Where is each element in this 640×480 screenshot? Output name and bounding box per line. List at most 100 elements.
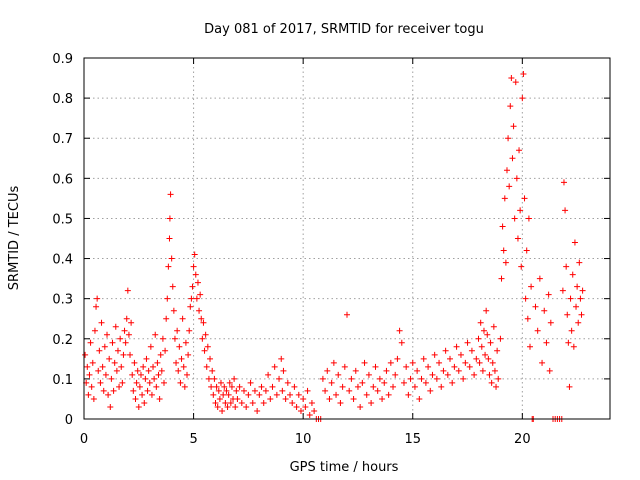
data-point: [273, 391, 280, 398]
data-point: [189, 283, 196, 290]
data-point: [178, 355, 185, 362]
data-point: [146, 379, 153, 386]
data-point: [254, 407, 261, 414]
data-point: [487, 339, 494, 346]
data-point: [363, 391, 370, 398]
data-point: [165, 263, 172, 270]
data-point: [302, 403, 309, 410]
data-point: [166, 235, 173, 242]
data-point: [383, 367, 390, 374]
data-point: [562, 207, 569, 214]
data-point: [503, 167, 510, 174]
data-point: [199, 335, 206, 342]
data-point: [192, 271, 199, 278]
data-point: [359, 379, 366, 386]
y-tick-label: 0.9: [52, 52, 73, 67]
data-point: [493, 383, 500, 390]
data-point: [545, 291, 552, 298]
data-point: [324, 367, 331, 374]
data-point: [506, 183, 513, 190]
y-axis-label: SRMTID / TECUs: [7, 186, 22, 291]
data-point: [137, 371, 144, 378]
data-point: [396, 327, 403, 334]
data-point: [150, 363, 157, 370]
data-point: [227, 399, 234, 406]
data-point: [216, 395, 223, 402]
data-point: [141, 399, 148, 406]
data-point: [233, 387, 240, 394]
data-point: [414, 367, 421, 374]
data-point: [565, 339, 572, 346]
data-point: [260, 399, 267, 406]
data-point: [522, 295, 529, 302]
data-point: [164, 295, 171, 302]
data-point: [174, 327, 181, 334]
data-point: [130, 387, 137, 394]
data-point: [132, 395, 139, 402]
data-point: [271, 363, 278, 370]
data-point: [577, 295, 584, 302]
data-point: [502, 259, 509, 266]
data-point: [97, 379, 104, 386]
data-point: [95, 367, 102, 374]
data-point: [475, 335, 482, 342]
data-point: [482, 351, 489, 358]
data-point: [514, 235, 521, 242]
data-point: [519, 95, 526, 102]
data-point: [85, 391, 92, 398]
data-point: [82, 351, 89, 358]
data-point: [159, 335, 166, 342]
data-point: [398, 339, 405, 346]
y-tick-label: 0.7: [52, 132, 73, 147]
data-point: [168, 255, 175, 262]
data-point: [148, 391, 155, 398]
data-point: [122, 339, 129, 346]
data-point: [422, 379, 429, 386]
data-point: [276, 375, 283, 382]
data-point: [129, 371, 136, 378]
data-point: [211, 375, 218, 382]
data-point: [453, 343, 460, 350]
data-point: [121, 327, 128, 334]
data-point: [217, 379, 224, 386]
data-point: [231, 375, 238, 382]
data-point: [447, 355, 454, 362]
data-point: [205, 375, 212, 382]
data-point: [498, 275, 505, 282]
data-point: [212, 399, 219, 406]
data-point: [100, 387, 107, 394]
x-tick-label: 10: [295, 432, 312, 447]
data-point: [213, 383, 220, 390]
data-point: [478, 343, 485, 350]
data-point: [105, 391, 112, 398]
data-point: [306, 411, 313, 418]
data-point: [326, 395, 333, 402]
data-point: [575, 319, 582, 326]
data-point: [220, 391, 227, 398]
data-point: [143, 355, 150, 362]
data-point: [521, 195, 528, 202]
data-point: [485, 355, 492, 362]
data-point: [495, 375, 502, 382]
data-point: [207, 355, 214, 362]
data-point: [400, 379, 407, 386]
data-point: [106, 355, 113, 362]
data-point: [517, 207, 524, 214]
data-point: [135, 403, 142, 410]
x-tick-label: 0: [80, 432, 88, 447]
data-point: [466, 363, 473, 370]
data-point: [322, 387, 329, 394]
data-point: [214, 403, 221, 410]
data-point: [525, 215, 532, 222]
data-point: [118, 363, 125, 370]
data-point: [497, 335, 504, 342]
data-point: [228, 383, 235, 390]
data-point: [479, 367, 486, 374]
data-point: [420, 355, 427, 362]
data-point: [265, 371, 272, 378]
data-point: [96, 347, 103, 354]
x-tick-label: 15: [404, 432, 421, 447]
axis-ticks: 0 5 10 15 20 0 0.1 0.2 0.3 0.4 0.5 0.6 0.7 0.8 0.9: [52, 52, 610, 447]
data-point: [442, 347, 449, 354]
data-point: [339, 383, 346, 390]
